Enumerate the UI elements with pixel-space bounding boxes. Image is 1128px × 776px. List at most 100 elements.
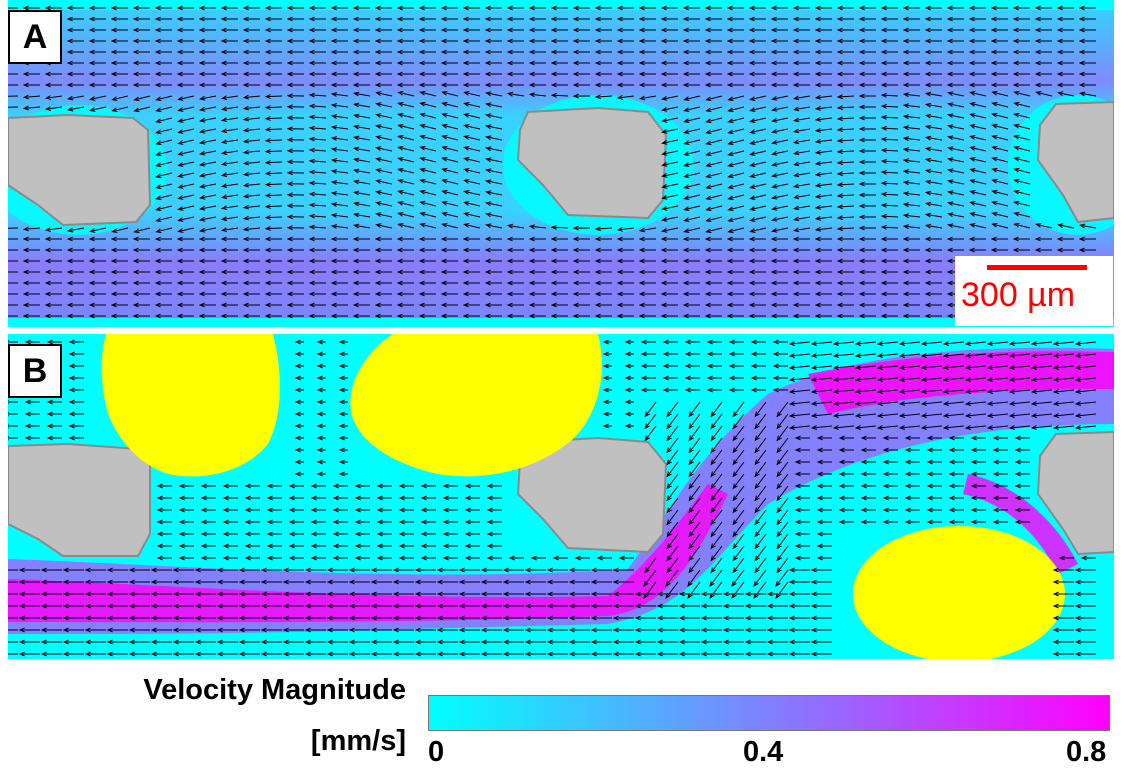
velocity-arrow bbox=[602, 375, 612, 381]
velocity-arrow bbox=[860, 459, 876, 465]
velocity-arrow bbox=[176, 247, 194, 253]
velocity-arrow bbox=[992, 483, 1008, 489]
velocity-arrow bbox=[682, 49, 700, 55]
velocity-arrow bbox=[89, 95, 107, 101]
velocity-arrow bbox=[242, 27, 260, 33]
velocity-arrow bbox=[199, 227, 217, 233]
velocity-arrow bbox=[484, 280, 502, 286]
velocity-arrow bbox=[727, 128, 745, 135]
velocity-arrow bbox=[374, 5, 392, 11]
velocity-arrow bbox=[706, 351, 722, 357]
velocity-arrow bbox=[84, 567, 106, 573]
velocity-arrow bbox=[172, 591, 194, 597]
velocity-arrow bbox=[40, 651, 62, 657]
velocity-arrow bbox=[836, 247, 854, 253]
velocity-arrow bbox=[46, 339, 62, 345]
velocity-arrow bbox=[462, 16, 480, 22]
velocity-arrow bbox=[132, 38, 150, 44]
scale-bar-label: 300 µm bbox=[961, 276, 1076, 314]
velocity-arrow bbox=[876, 425, 899, 430]
velocity-arrow bbox=[1056, 236, 1074, 242]
velocity-arrow bbox=[624, 339, 634, 345]
velocity-arrow bbox=[970, 471, 986, 477]
velocity-arrow bbox=[264, 160, 283, 165]
panel-a-flow-field bbox=[8, 0, 1114, 327]
velocity-arrow bbox=[316, 339, 326, 345]
velocity-arrow bbox=[1074, 591, 1096, 597]
velocity-arrow bbox=[1034, 71, 1052, 77]
velocity-arrow bbox=[1078, 16, 1096, 22]
velocity-arrow bbox=[46, 399, 62, 405]
velocity-arrow bbox=[687, 569, 701, 588]
velocity-arrow bbox=[880, 125, 899, 131]
velocity-arrow bbox=[176, 82, 194, 88]
velocity-arrow bbox=[638, 27, 656, 33]
velocity-arrow bbox=[612, 639, 634, 645]
velocity-arrow bbox=[678, 603, 700, 609]
velocity-arrow bbox=[528, 27, 546, 33]
velocity-arrow bbox=[638, 280, 656, 286]
velocity-arrow bbox=[1034, 60, 1052, 66]
velocity-arrow bbox=[154, 313, 172, 319]
velocity-arrow bbox=[727, 150, 745, 157]
velocity-arrow bbox=[902, 236, 920, 242]
velocity-arrow bbox=[480, 603, 502, 609]
velocity-arrow bbox=[924, 135, 943, 141]
velocity-arrow bbox=[316, 387, 326, 393]
velocity-arrow bbox=[352, 146, 371, 152]
velocity-arrow bbox=[643, 569, 657, 588]
velocity-arrow bbox=[44, 227, 63, 232]
velocity-arrow bbox=[484, 313, 502, 319]
velocity-arrow bbox=[414, 603, 436, 609]
velocity-arrow bbox=[814, 94, 833, 100]
velocity-arrow bbox=[661, 95, 679, 101]
velocity-arrow bbox=[110, 313, 128, 319]
velocity-arrow bbox=[1056, 49, 1074, 55]
velocity-arrow bbox=[524, 579, 546, 585]
velocity-arrow bbox=[728, 339, 744, 345]
velocity-arrow bbox=[814, 116, 833, 122]
velocity-arrow bbox=[199, 106, 217, 112]
velocity-arrow bbox=[242, 236, 260, 242]
velocity-arrow bbox=[266, 483, 282, 489]
velocity-arrow bbox=[502, 627, 524, 633]
velocity-arrow bbox=[374, 247, 392, 253]
velocity-arrow bbox=[150, 591, 172, 597]
velocity-arrow bbox=[133, 106, 151, 113]
velocity-arrow bbox=[374, 16, 392, 22]
velocity-arrow bbox=[794, 459, 810, 465]
velocity-arrow bbox=[754, 461, 767, 478]
velocity-arrow bbox=[640, 363, 656, 369]
velocity-arrow bbox=[1035, 222, 1053, 229]
velocity-arrow bbox=[110, 291, 128, 297]
velocity-arrow bbox=[1008, 353, 1031, 358]
velocity-arrow bbox=[392, 627, 414, 633]
velocity-arrow bbox=[286, 126, 305, 132]
velocity-arrow bbox=[308, 136, 327, 142]
velocity-arrow bbox=[176, 38, 194, 44]
velocity-arrow bbox=[330, 280, 348, 286]
velocity-arrow bbox=[282, 615, 304, 621]
velocity-arrow bbox=[683, 183, 701, 189]
velocity-arrow bbox=[616, 236, 634, 242]
velocity-arrow bbox=[338, 459, 348, 465]
velocity-arrow bbox=[705, 150, 723, 157]
velocity-arrow bbox=[666, 473, 679, 490]
velocity-arrow bbox=[748, 291, 766, 297]
velocity-arrow bbox=[286, 247, 304, 253]
velocity-arrow bbox=[220, 16, 238, 22]
velocity-arrow bbox=[898, 365, 921, 370]
velocity-arrow bbox=[352, 168, 371, 174]
velocity-arrow bbox=[1030, 377, 1053, 382]
velocity-arrow bbox=[374, 71, 392, 77]
velocity-arrow bbox=[770, 5, 788, 11]
velocity-arrow bbox=[880, 38, 898, 44]
velocity-arrow bbox=[374, 236, 392, 242]
velocity-arrow bbox=[616, 258, 634, 264]
velocity-arrow bbox=[264, 94, 283, 99]
velocity-arrow bbox=[748, 280, 766, 286]
velocity-arrow bbox=[546, 567, 568, 573]
velocity-arrow bbox=[1034, 236, 1052, 242]
velocity-arrow bbox=[348, 639, 370, 645]
colorbar bbox=[428, 695, 1110, 731]
